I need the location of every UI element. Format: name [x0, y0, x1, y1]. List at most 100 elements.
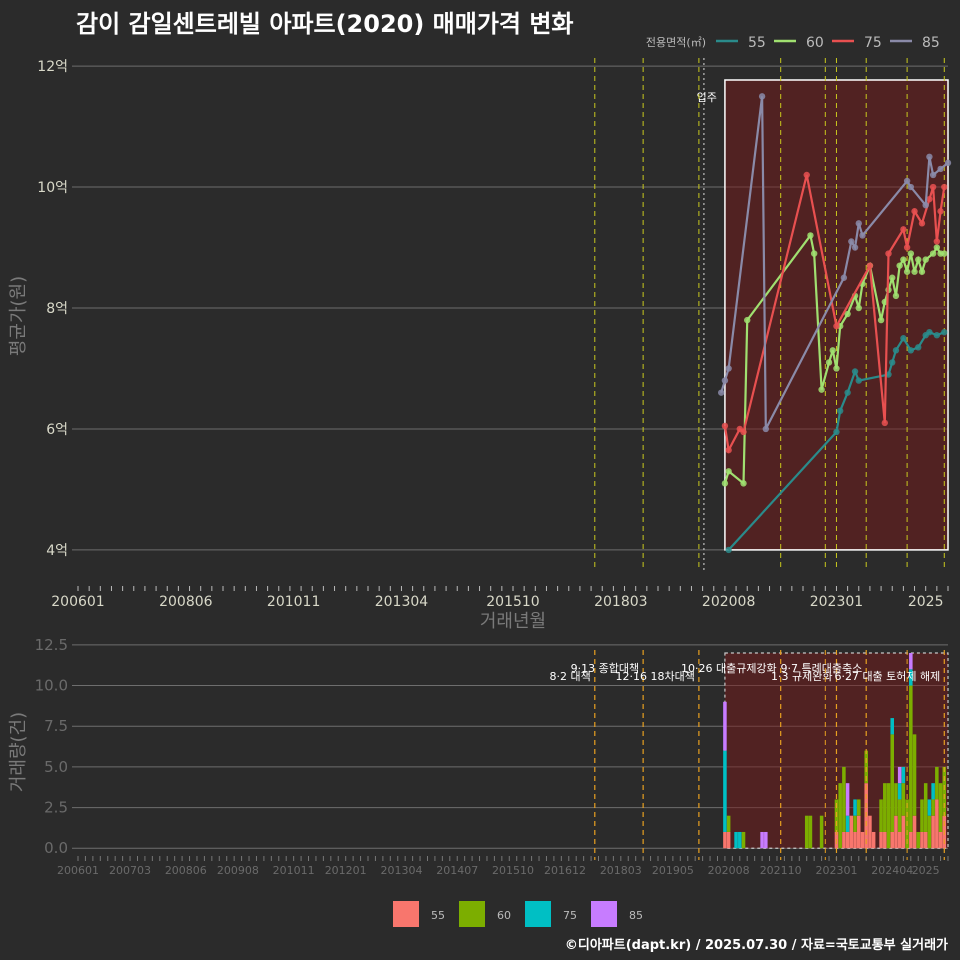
series-point-55	[851, 368, 859, 375]
volume-y-tick-label: 10.0	[35, 677, 68, 695]
volume-x-tick-label: 201407	[436, 864, 478, 877]
volume-bar-segment-55	[845, 831, 850, 849]
series-point-60	[818, 386, 825, 393]
volume-bar-segment-60	[853, 815, 857, 832]
volume-y-tick-label: 7.5	[44, 717, 68, 735]
series-point-55	[725, 546, 732, 554]
volume-bar-segment-60	[931, 799, 935, 816]
volume-bar-segment-60	[912, 734, 917, 816]
volume-bar-segment-85	[723, 701, 727, 751]
volume-x-tick-label: 200703	[109, 864, 151, 877]
series-point-60	[929, 250, 937, 257]
series-point-85	[721, 377, 729, 384]
volume-bar-segment-55	[920, 831, 924, 849]
volume-bar-segment-60	[897, 799, 902, 832]
series-point-55	[915, 344, 922, 351]
volume-x-tick-label: 202404	[871, 864, 913, 877]
price-legend-label-85: 85	[922, 35, 940, 51]
volume-bar-segment-60	[894, 783, 898, 816]
series-point-60	[721, 480, 729, 487]
price-x-tick-label: 201304	[375, 594, 429, 610]
series-point-60	[740, 480, 747, 487]
price-y-tick-label: 8억	[46, 301, 68, 317]
volume-legend-swatch-60	[459, 901, 485, 927]
series-point-55	[941, 328, 948, 336]
volume-bar-segment-75	[931, 783, 935, 800]
series-point-85	[848, 238, 855, 245]
volume-x-tick-label: 202301	[815, 864, 857, 877]
volume-bar-segment-60	[886, 783, 891, 849]
series-point-60	[829, 347, 836, 354]
price-x-tick-label: 201011	[267, 594, 320, 610]
series-point-85	[859, 232, 866, 239]
volume-x-tick-label: 201201	[325, 864, 367, 877]
series-point-60	[911, 268, 918, 275]
series-point-85	[758, 93, 766, 100]
series-point-85	[851, 244, 859, 251]
volume-bar-segment-60	[741, 831, 746, 849]
series-point-60	[825, 359, 833, 366]
price-legend-label-60: 60	[806, 35, 824, 51]
price-x-tick-label: 201803	[594, 594, 647, 610]
policy-event-label: 10·26 대출규제강화	[681, 662, 777, 675]
volume-legend-swatch-55	[393, 901, 419, 927]
volume-bar-segment-60	[901, 783, 906, 816]
volume-bar-segment-55	[879, 831, 883, 849]
series-point-55	[836, 407, 844, 415]
volume-x-tick-label: 201304	[380, 864, 422, 877]
page-title: 감이 감일센트레빌 아파트(2020) 매매가격 변화	[76, 10, 574, 38]
volume-bar-segment-60	[935, 766, 939, 800]
volume-x-tick-label: 200806	[165, 864, 207, 877]
volume-bar-segment-55	[931, 815, 935, 849]
series-point-60	[807, 232, 814, 239]
volume-y-axis-title: 거래량(건)	[8, 712, 29, 792]
volume-bar-segment-55	[901, 815, 906, 849]
series-point-75	[937, 208, 944, 215]
series-point-75	[933, 238, 941, 245]
series-point-75	[911, 208, 918, 215]
series-point-55	[844, 389, 851, 396]
series-point-85	[718, 389, 725, 396]
volume-x-tick-label: 200601	[57, 864, 99, 877]
volume-bar-segment-75	[901, 766, 906, 784]
volume-x-tick-label: 201905	[652, 864, 694, 877]
series-point-85	[725, 365, 732, 372]
price-x-tick-label: 2025	[908, 594, 944, 610]
volume-legend-label-55: 55	[431, 909, 445, 922]
volume-bar-segment-55	[860, 831, 865, 849]
series-point-55	[900, 335, 907, 342]
series-point-75	[918, 220, 926, 227]
volume-bar-segment-60	[923, 783, 928, 832]
volume-bar-segment-55	[897, 831, 902, 849]
volume-bar-segment-55	[842, 831, 846, 849]
policy-event-label: 6·27 대출 토허제 해제	[834, 669, 940, 683]
series-point-55	[892, 347, 900, 354]
volume-bar-segment-75	[734, 831, 738, 849]
series-point-85	[929, 171, 937, 179]
series-point-60	[903, 268, 911, 275]
series-point-60	[810, 250, 818, 257]
series-point-60	[915, 256, 922, 263]
volume-bar-segment-55	[912, 815, 917, 849]
series-point-75	[866, 262, 874, 269]
volume-legend-swatch-75	[525, 901, 551, 927]
volume-bar-segment-55	[935, 799, 939, 849]
volume-bar-segment-60	[938, 783, 943, 832]
volume-bar-segment-55	[853, 831, 857, 849]
series-point-75	[881, 419, 888, 427]
series-point-75	[926, 195, 933, 203]
volume-bar-segment-60	[920, 799, 924, 832]
volume-bar-segment-60	[726, 815, 731, 832]
volume-bar-segment-60	[879, 799, 883, 832]
series-point-75	[941, 183, 948, 191]
volume-bar-segment-60	[883, 783, 887, 832]
volume-bar-segment-55	[883, 831, 887, 849]
volume-bar-segment-60	[808, 815, 813, 849]
series-point-55	[907, 347, 915, 354]
price-chart-legend: 전용면적(㎡) 55 60 75 85	[646, 35, 940, 51]
price-legend-label-55: 55	[748, 35, 766, 51]
volume-chart-legend: 55 60 75 85	[393, 901, 643, 927]
series-point-85	[944, 159, 952, 167]
volume-bar-segment-60	[909, 685, 913, 832]
volume-x-tick-label: 200908	[217, 864, 259, 877]
